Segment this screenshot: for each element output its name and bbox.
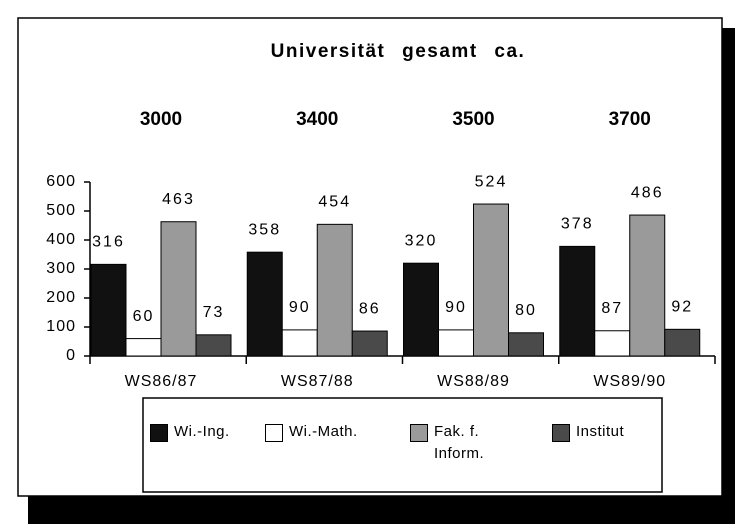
y-tick-label: 300 (46, 260, 76, 277)
value-label: 80 (515, 302, 537, 319)
bar (508, 332, 544, 357)
value-label: 60 (133, 308, 155, 325)
legend-label: Institut (576, 423, 625, 440)
value-label: 358 (248, 221, 281, 238)
value-label: 486 (631, 184, 664, 201)
x-tick-label: WS89/90 (593, 373, 666, 390)
legend-item: Wi.-Math. (265, 423, 384, 443)
value-label: 463 (162, 191, 195, 208)
legend-label: Fak. f. Inform. (434, 423, 485, 462)
bar (246, 251, 283, 357)
bar (664, 328, 701, 357)
frame-shadow (722, 28, 735, 524)
value-label: 87 (601, 300, 623, 317)
group-total: 3400 (296, 109, 338, 130)
bar (281, 329, 318, 357)
group-total: 3000 (140, 109, 182, 130)
legend-swatch (265, 424, 283, 442)
value-label: 378 (561, 216, 594, 233)
value-label: 524 (475, 173, 508, 190)
legend-swatch (552, 424, 570, 442)
chart-title: Universität gesamt ca. (271, 41, 526, 62)
value-label: 92 (671, 299, 693, 316)
value-label: 73 (203, 304, 225, 321)
bar (160, 221, 197, 357)
value-label: 454 (318, 194, 351, 211)
group-total: 3500 (452, 109, 494, 130)
y-tick-label: 100 (46, 318, 76, 335)
value-label: 90 (445, 299, 467, 316)
y-tick-label: 400 (46, 231, 76, 248)
value-label: 320 (405, 232, 438, 249)
frame-shadow (28, 496, 735, 524)
y-tick-label: 500 (46, 202, 76, 219)
y-tick-label: 0 (66, 347, 76, 364)
bar (594, 330, 631, 357)
value-label: 86 (359, 300, 381, 317)
bar (195, 334, 232, 357)
legend-swatch (410, 424, 428, 442)
x-tick-label: WS86/87 (125, 373, 198, 390)
group-total: 3700 (609, 109, 651, 130)
value-label: 316 (92, 234, 125, 251)
legend-label: Wi.-Math. (289, 423, 358, 440)
legend-label: Wi.-Ing. (174, 423, 230, 440)
bar (473, 203, 509, 357)
bar (438, 329, 474, 357)
bar (125, 338, 162, 357)
x-tick-label: WS88/89 (437, 373, 510, 390)
x-tick-label: WS87/88 (281, 373, 354, 390)
bar (559, 245, 596, 357)
bar (403, 262, 439, 357)
legend-box (142, 397, 663, 493)
bar (316, 223, 353, 357)
legend-item: Wi.-Ing. (150, 423, 269, 443)
y-tick-label: 200 (46, 289, 76, 306)
bar (629, 214, 666, 357)
value-label: 90 (289, 299, 311, 316)
legend-swatch (150, 424, 168, 442)
bar (90, 263, 127, 357)
y-tick-label: 600 (46, 173, 76, 190)
legend-item: Institut (552, 423, 671, 443)
legend-item: Fak. f. Inform. (410, 423, 529, 465)
bar (351, 330, 388, 357)
